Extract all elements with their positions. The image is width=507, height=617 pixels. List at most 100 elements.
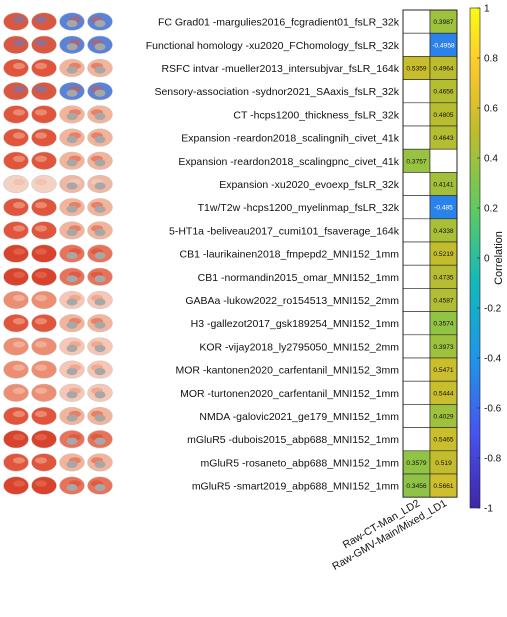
brain-thumbnail	[31, 314, 57, 333]
heatmap-cell	[402, 9, 431, 34]
colorbar-tick-label: 0.2	[484, 204, 498, 215]
row-label: CT -hcps1200_thickness_fsLR_32k	[233, 109, 399, 121]
medial-wall-patch	[94, 460, 106, 468]
brain-thumbnail	[3, 314, 29, 333]
cell-value-label: 0.5219	[433, 251, 454, 258]
colorbar-tick-label: -0.4	[484, 354, 502, 365]
medial-wall-patch	[66, 43, 78, 51]
brain-region-patch	[35, 387, 47, 394]
medial-wall-patch	[94, 437, 106, 445]
cell-value-label: 0.4735	[433, 274, 454, 281]
heatmap-cell	[402, 264, 431, 289]
medial-wall-patch	[94, 321, 106, 329]
brain-thumbnail	[59, 314, 85, 333]
medial-wall-patch	[94, 391, 106, 399]
row-label: MOR -turtonen2020_carfentanil_MNI152_1mm	[180, 388, 399, 400]
medial-wall-patch	[94, 252, 106, 260]
medial-wall-patch	[66, 20, 78, 28]
brain-thumbnail	[3, 337, 29, 356]
heatmap-cell	[402, 195, 431, 220]
brain-thumbnail	[31, 453, 57, 472]
brain-region-patch	[35, 86, 47, 93]
heatmap-cell	[429, 148, 458, 173]
brain-thumbnail	[31, 105, 57, 124]
brain-thumbnail	[59, 453, 85, 472]
medial-wall-patch	[94, 136, 106, 144]
brain-region-patch	[13, 132, 25, 139]
medial-wall-patch	[94, 20, 106, 28]
row-label: mGluR5 -rosaneto_abp688_MNI152_1mm	[201, 457, 400, 469]
heatmap-cell	[402, 334, 431, 359]
brain-thumbnail	[87, 82, 113, 101]
cell-value-label: 0.5444	[433, 390, 454, 397]
heatmap-cell	[402, 102, 431, 127]
medial-wall-patch	[66, 298, 78, 306]
cell-value-label: 0.3574	[433, 321, 454, 328]
row-label: GABAa -lukow2022_ro154513_MNI152_2mm	[185, 295, 399, 307]
heatmap-cell	[402, 125, 431, 150]
heatmap-cell	[402, 357, 431, 382]
medial-wall-patch	[94, 298, 106, 306]
medial-wall-patch	[66, 414, 78, 422]
medial-wall-patch	[66, 159, 78, 167]
brain-region-patch	[13, 410, 25, 418]
brain-thumbnail	[31, 290, 57, 310]
brain-thumbnail	[59, 198, 85, 217]
brain-region-patch	[13, 62, 25, 70]
brain-region-patch	[35, 341, 47, 348]
medial-wall-patch	[66, 321, 78, 329]
brain-thumbnail	[87, 105, 113, 124]
brain-thumbnail	[59, 151, 85, 170]
brain-thumbnail	[87, 383, 113, 402]
brain-region-patch	[35, 16, 47, 23]
brain-thumbnail	[31, 58, 57, 78]
brain-region-patch	[13, 202, 25, 209]
brain-region-patch	[35, 364, 47, 371]
brain-thumbnail	[59, 244, 85, 263]
brain-region-patch	[13, 457, 25, 464]
cell-value-label: 0.5661	[433, 483, 454, 490]
brain-region-patch	[35, 132, 47, 139]
brain-thumbnail	[87, 128, 113, 147]
colorbar-tick-label: 1	[484, 4, 490, 15]
brain-region-patch	[13, 86, 25, 93]
medial-wall-patch	[66, 66, 78, 74]
column-label: Raw-GMV-Main/Mixed_LD1	[330, 497, 449, 573]
brain-thumbnail	[31, 383, 57, 402]
brain-region-patch	[35, 480, 47, 487]
brain-region-patch	[13, 155, 25, 162]
brain-thumbnail	[31, 337, 57, 356]
cell-value-label: 0.4029	[433, 414, 454, 421]
brain-thumbnail	[87, 35, 113, 54]
cell-value-label: 0.4656	[433, 89, 454, 96]
colorbar-tick-label: -0.8	[484, 454, 502, 465]
brain-thumbnail	[3, 360, 29, 379]
medial-wall-patch	[66, 484, 78, 492]
brain-thumbnail	[31, 221, 57, 240]
cell-value-label: -0.485	[434, 205, 453, 212]
heatmap-cell	[402, 218, 431, 243]
brain-thumbnail	[59, 290, 85, 310]
brain-region-patch	[13, 109, 25, 116]
brain-thumbnail	[59, 406, 85, 426]
medial-wall-patch	[94, 205, 106, 213]
heatmap-cell	[402, 32, 431, 57]
heatmap-frame	[402, 9, 458, 498]
brain-thumbnail	[59, 174, 85, 194]
brain-region-patch	[13, 16, 25, 23]
row-label: MOR -kantonen2020_carfentanil_MNI152_3mm	[175, 365, 399, 377]
cell-value-label: 0.5359	[406, 66, 427, 73]
brain-thumbnail	[31, 244, 57, 263]
brain-region-patch	[35, 202, 47, 209]
cell-value-label: 0.4141	[433, 182, 454, 189]
row-label: CB1 -normandin2015_omar_MNI152_1mm	[198, 272, 400, 284]
brain-thumbnail	[3, 82, 29, 101]
colorbar-tick-label: 0.6	[484, 104, 498, 115]
brain-thumbnail	[3, 383, 29, 402]
medial-wall-patch	[94, 89, 106, 97]
brain-region-patch	[13, 178, 25, 186]
row-label: H3 -gallezot2017_gsk189254_MNI152_1mm	[191, 318, 400, 330]
brain-thumbnail	[87, 314, 113, 333]
brain-region-patch	[35, 294, 47, 302]
brain-thumbnail	[59, 82, 85, 101]
